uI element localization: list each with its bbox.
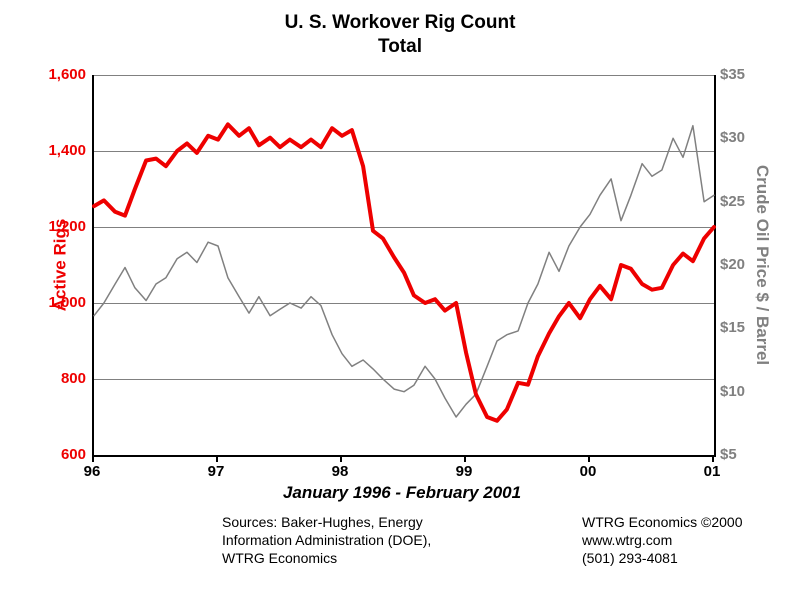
right-tick-label: $30	[720, 129, 745, 146]
x-tick-mark	[340, 455, 342, 462]
right-tick-label: $15	[720, 319, 745, 336]
right-tick-label: $35	[720, 66, 745, 83]
source-line: Information Administration (DOE),	[222, 531, 431, 549]
active-rigs-line	[94, 124, 714, 420]
x-tick-label: 00	[580, 463, 597, 480]
source-line: Sources: Baker-Hughes, Energy	[222, 513, 431, 531]
left-tick-label: 1,200	[48, 218, 86, 235]
x-tick-mark	[216, 455, 218, 462]
chart-title-line2: Total	[0, 36, 800, 58]
x-tick-mark	[92, 455, 94, 462]
left-tick-label: 1,400	[48, 142, 86, 159]
chart-container: U. S. Workover Rig Count Total Active Ri…	[0, 0, 800, 600]
attrib-line: (501) 293-4081	[582, 549, 742, 567]
left-tick-label: 600	[61, 446, 86, 463]
series-svg	[94, 75, 714, 455]
attribution-text: WTRG Economics ©2000www.wtrg.com(501) 29…	[582, 513, 742, 568]
x-tick-label: 98	[332, 463, 349, 480]
x-tick-label: 96	[84, 463, 101, 480]
left-tick-label: 800	[61, 370, 86, 387]
x-tick-mark	[464, 455, 466, 462]
right-tick-label: $10	[720, 383, 745, 400]
right-axis-label: Crude Oil Price $ / Barrel	[752, 165, 772, 365]
right-tick-label: $25	[720, 193, 745, 210]
x-tick-mark	[712, 455, 714, 462]
left-tick-label: 1,000	[48, 294, 86, 311]
x-tick-label: 01	[704, 463, 721, 480]
attrib-line: WTRG Economics ©2000	[582, 513, 742, 531]
x-tick-mark	[588, 455, 590, 462]
left-tick-label: 1,600	[48, 66, 86, 83]
sources-text: Sources: Baker-Hughes, EnergyInformation…	[222, 513, 431, 568]
right-tick-label: $5	[720, 446, 737, 463]
source-line: WTRG Economics	[222, 549, 431, 567]
right-tick-label: $20	[720, 256, 745, 273]
x-tick-label: 97	[208, 463, 225, 480]
attrib-line: www.wtrg.com	[582, 531, 742, 549]
x-tick-label: 99	[456, 463, 473, 480]
chart-title-line1: U. S. Workover Rig Count	[0, 12, 800, 34]
x-axis-label: January 1996 - February 2001	[92, 483, 712, 503]
plot-area	[92, 75, 716, 457]
